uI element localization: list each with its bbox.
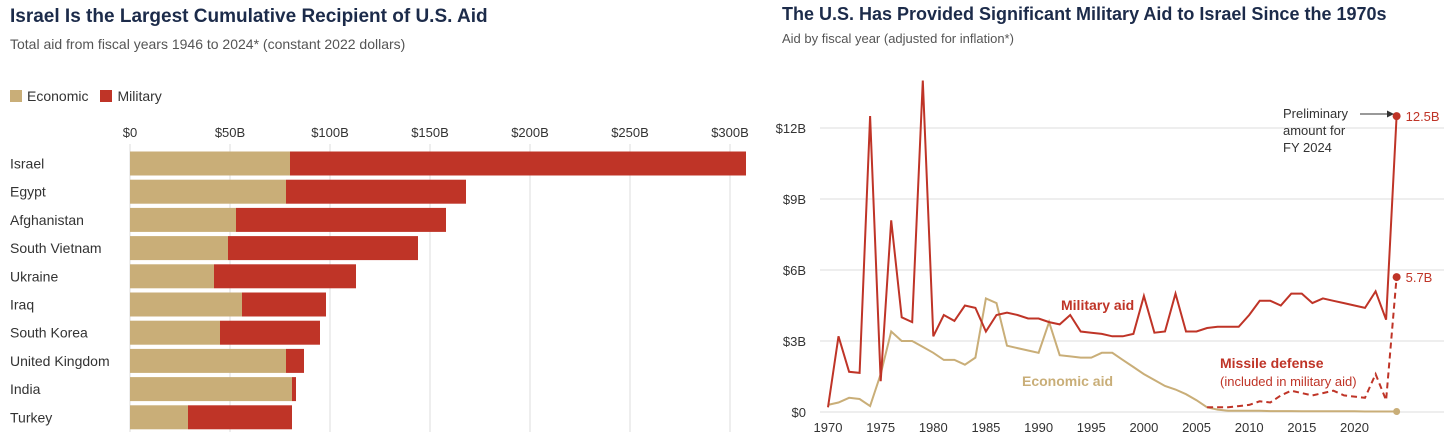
x-tick-label: 2015	[1287, 420, 1316, 435]
bar-economic	[130, 179, 286, 204]
prelim-label-line3: FY 2024	[1283, 140, 1332, 155]
x-tick-label: 2000	[1129, 420, 1158, 435]
bar-economic	[130, 151, 290, 176]
series-line-military	[827, 80, 1398, 408]
end-label-missile-defense: 5.7B	[1406, 270, 1433, 285]
legend-label-economic: Economic	[27, 88, 89, 104]
y-tick-label: $9B	[783, 192, 806, 207]
line-chart: $0 $3B $6B $9B $12B 1970 1975 1980 1985 1990 1995 2…	[776, 80, 1444, 435]
end-point-missile-defense	[1392, 273, 1401, 282]
legend-label-military: Military	[117, 88, 162, 104]
bar-military	[292, 377, 296, 402]
label-military-aid: Military aid	[1061, 297, 1134, 313]
legend-swatch-military	[100, 90, 113, 102]
right-chart-title: The U.S. Has Provided Significant Milita…	[782, 4, 1387, 24]
bar-military	[188, 405, 292, 430]
x-tick-label: $50B	[215, 125, 245, 140]
bar-military	[228, 236, 418, 261]
bar-economic	[130, 405, 188, 430]
right-chart-subtitle: Aid by fiscal year (adjusted for inflati…	[782, 31, 1014, 46]
end-point-military	[1392, 112, 1401, 121]
category-label: South Vietnam	[10, 240, 102, 256]
bar-military	[236, 207, 446, 232]
x-tick-label: 1990	[1024, 420, 1053, 435]
y-tick-label: $6B	[783, 263, 806, 278]
x-tick-label: $250B	[611, 125, 649, 140]
x-tick-label: 1970	[814, 420, 843, 435]
x-tick-label: 1985	[971, 420, 1000, 435]
bar-economic	[130, 348, 286, 373]
bar-military	[242, 292, 326, 317]
legend-item-military: Military	[100, 88, 162, 104]
label-missile-defense: Missile defense	[1220, 355, 1324, 371]
y-tick-label: $0	[792, 405, 806, 420]
bar-chart: $0 $50B $100B $150B $200B $250B $300B Israel Egy…	[10, 125, 749, 432]
bar-economic	[130, 236, 228, 261]
end-point-economic	[1393, 408, 1401, 416]
bar-economic	[130, 377, 292, 402]
prelim-label-line2: amount for	[1283, 123, 1346, 138]
right-chart-panel: The U.S. Has Provided Significant Milita…	[770, 0, 1456, 444]
x-tick-label: $100B	[311, 125, 349, 140]
x-tick-label: 1975	[866, 420, 895, 435]
legend-swatch-economic	[10, 90, 22, 102]
y-tick-label: $3B	[783, 334, 806, 349]
category-label: Ukraine	[10, 268, 58, 284]
x-tick-label: $150B	[411, 125, 449, 140]
label-missile-defense-sub: (included in military aid)	[1220, 374, 1357, 389]
category-label: United Kingdom	[10, 353, 110, 369]
bar-military	[286, 348, 304, 373]
label-economic-aid: Economic aid	[1022, 373, 1113, 389]
category-label: Iraq	[10, 297, 34, 313]
bar-military	[286, 179, 466, 204]
category-label: South Korea	[10, 325, 88, 341]
category-label: Turkey	[10, 409, 52, 425]
x-tick-label: 2020	[1340, 420, 1369, 435]
bar-economic	[130, 320, 220, 345]
x-tick-label: 2010	[1235, 420, 1264, 435]
left-chart-subtitle: Total aid from fiscal years 1946 to 2024…	[10, 36, 406, 52]
end-label-military: 12.5B	[1406, 109, 1440, 124]
bar-economic	[130, 264, 214, 289]
x-tick-label: $200B	[511, 125, 549, 140]
bar-military	[220, 320, 320, 345]
prelim-arrow-head	[1387, 110, 1394, 118]
left-chart-panel: Israel Is the Largest Cumulative Recipie…	[10, 6, 749, 432]
series-line-missile-defense	[1207, 277, 1398, 409]
bar-military	[214, 264, 356, 289]
series-line-economic	[827, 296, 1397, 413]
x-tick-label: 1995	[1077, 420, 1106, 435]
x-tick-label: $300B	[711, 125, 749, 140]
legend-item-economic: Economic	[10, 88, 88, 104]
left-chart-title: Israel Is the Largest Cumulative Recipie…	[10, 6, 488, 27]
category-label: Egypt	[10, 184, 46, 200]
prelim-label-line1: Preliminary	[1283, 106, 1349, 121]
category-label: Afghanistan	[10, 212, 84, 228]
bar-economic	[130, 292, 242, 317]
x-tick-label: $0	[123, 125, 137, 140]
category-label: India	[10, 381, 41, 397]
y-tick-label: $12B	[776, 121, 806, 136]
left-chart-legend: Economic Military	[10, 88, 174, 104]
bar-economic	[130, 207, 236, 232]
x-tick-label: 1980	[919, 420, 948, 435]
category-label: Israel	[10, 156, 44, 172]
x-tick-label: 2005	[1182, 420, 1211, 435]
bar-military	[290, 151, 746, 176]
